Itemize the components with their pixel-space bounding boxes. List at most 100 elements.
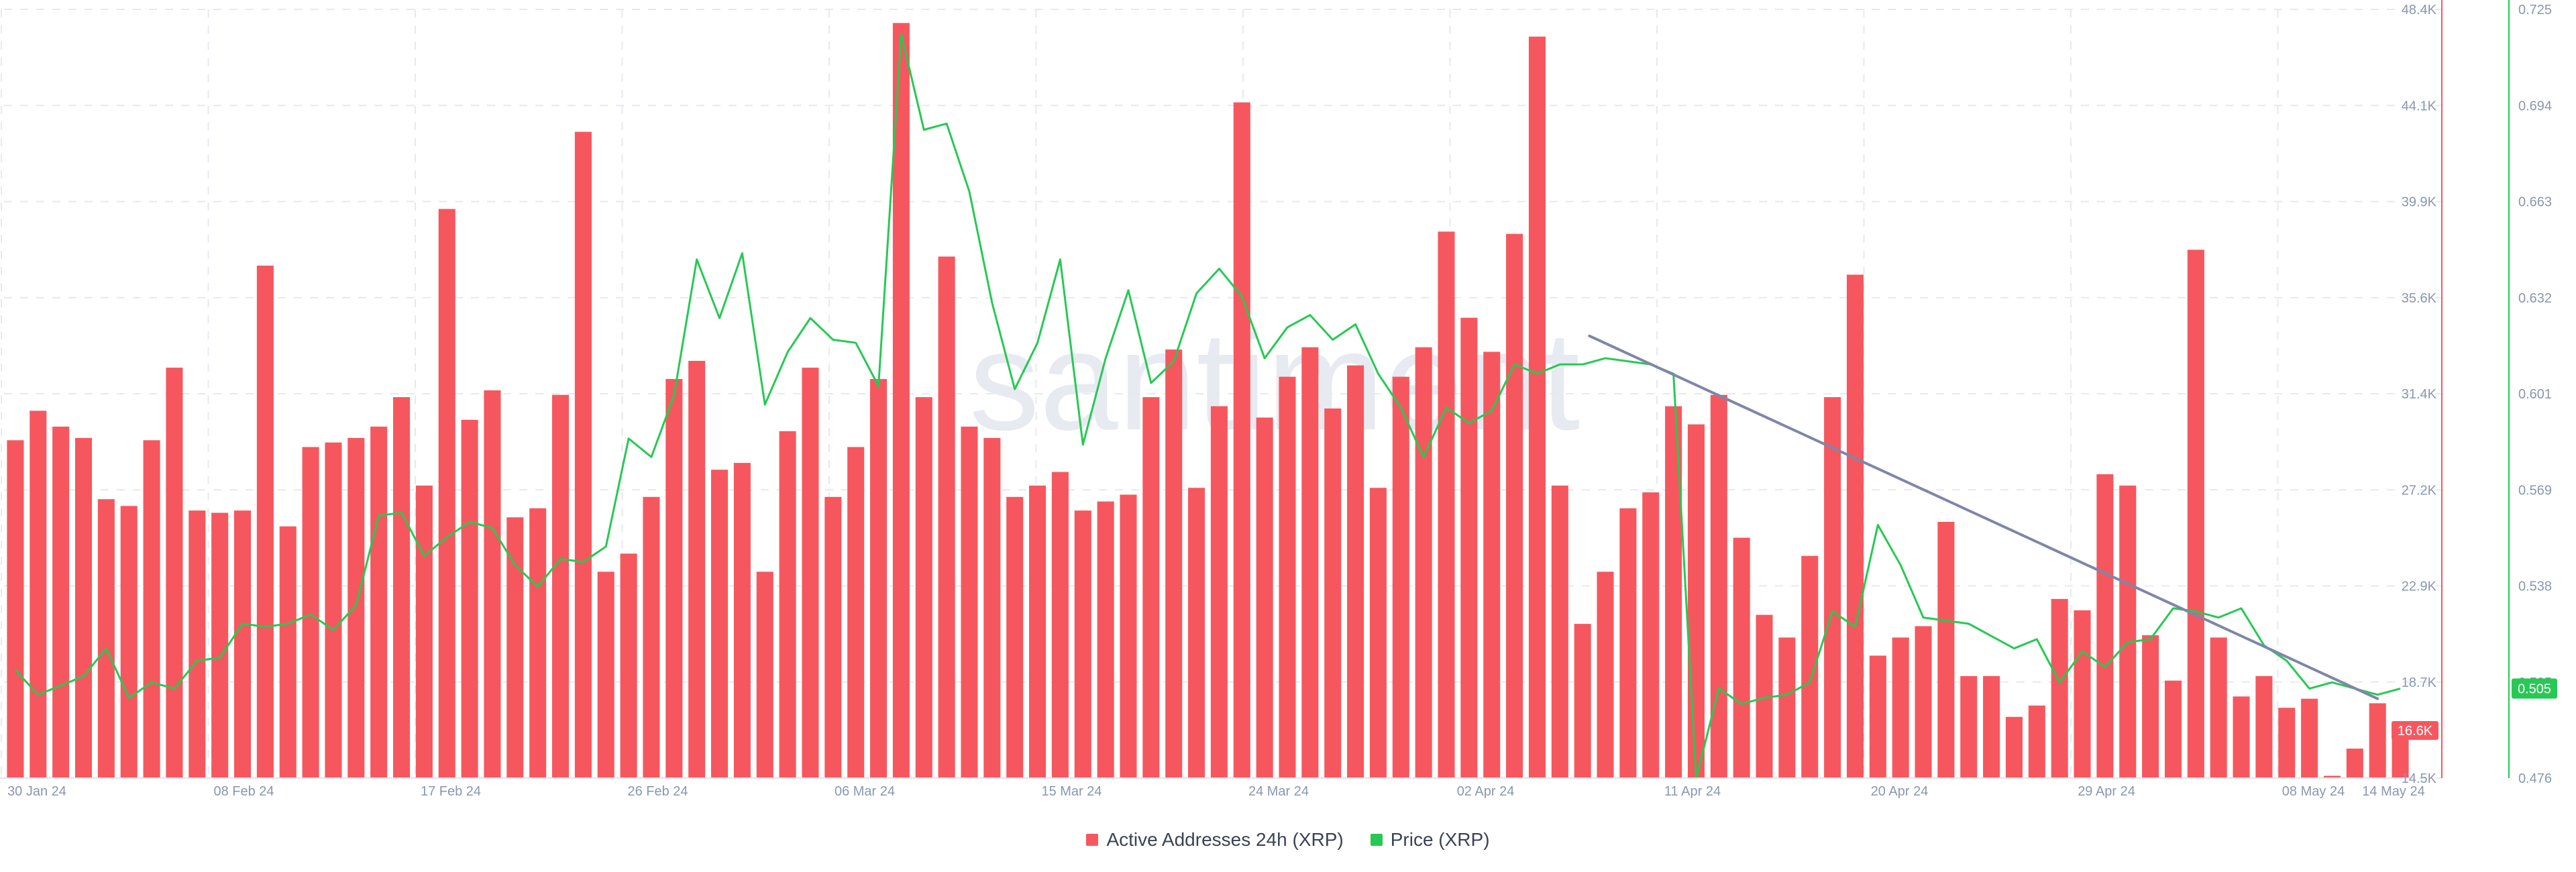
x-tick-label: 06 Mar 24	[835, 784, 895, 799]
bar-active-addresses	[189, 510, 206, 778]
bar-active-addresses	[1869, 655, 1886, 778]
bar-active-addresses	[2119, 485, 2137, 778]
bar-active-addresses	[1983, 675, 2000, 778]
bar-active-addresses	[2005, 716, 2023, 778]
bar-active-addresses	[415, 485, 433, 778]
bar-active-addresses	[620, 553, 637, 778]
bar-active-addresses	[1142, 397, 1160, 778]
bar-active-addresses	[1279, 376, 1296, 778]
bar-active-addresses	[2210, 637, 2227, 778]
bar-active-addresses	[711, 470, 729, 778]
price-line	[14, 33, 2401, 779]
bar-active-addresses	[824, 496, 842, 778]
bar-active-addresses	[574, 131, 592, 779]
bar-active-addresses	[1846, 274, 1864, 778]
bar-active-addresses	[506, 517, 524, 778]
bar-active-addresses	[2074, 610, 2091, 778]
bar-active-addresses	[1483, 351, 1501, 778]
bar-active-addresses	[1051, 472, 1069, 778]
bar-active-addresses	[325, 442, 342, 778]
right-y-tick-label: 0.725	[2518, 3, 2552, 17]
x-tick-label: 08 May 24	[2282, 784, 2345, 799]
bar-active-addresses	[143, 440, 160, 778]
chart-legend: Active Addresses 24h (XRP) Price (XRP)	[0, 825, 2576, 855]
bar-active-addresses	[347, 437, 365, 778]
bar-active-addresses	[1006, 496, 1024, 778]
x-tick-label: 15 Mar 24	[1041, 784, 1102, 799]
bar-active-addresses	[370, 427, 388, 778]
bar-active-addresses	[1892, 637, 1909, 778]
bar-active-addresses	[2301, 698, 2318, 778]
x-tick-label: 30 Jan 24	[7, 784, 66, 799]
x-tick-label: 02 Apr 24	[1457, 784, 1515, 799]
bar-active-addresses	[1097, 501, 1114, 778]
legend-item-active-addresses[interactable]: Active Addresses 24h (XRP)	[1086, 829, 1344, 851]
bar-active-addresses	[1188, 488, 1205, 778]
bar-active-addresses	[1347, 365, 1364, 778]
x-tick-label: 14 May 24	[2362, 784, 2424, 799]
left-y-tick-label: 22.9K	[2402, 580, 2437, 594]
x-tick-label: 26 Feb 24	[627, 784, 688, 799]
bar-active-addresses	[756, 571, 773, 778]
x-tick-label: 29 Apr 24	[2078, 784, 2135, 799]
bar-active-addresses	[30, 411, 47, 778]
current-value-badges: 16.6K 0.505	[2392, 678, 2557, 741]
price-value-badge	[2512, 678, 2557, 699]
bar-active-addresses	[892, 23, 910, 778]
bar-active-addresses	[1438, 231, 1455, 778]
bar-active-addresses	[1233, 102, 1250, 779]
active-addresses-value-badge-text: 16.6K	[2398, 724, 2433, 739]
bar-active-addresses	[529, 508, 547, 778]
bar-active-addresses	[802, 368, 819, 778]
left-y-tick-label: 14.5K	[2402, 771, 2437, 786]
bar-active-addresses	[1506, 233, 1523, 778]
bar-active-addresses	[1574, 624, 1591, 778]
bar-active-addresses	[1392, 376, 1409, 778]
bar-active-addresses	[233, 510, 252, 778]
left-y-tick-label: 31.4K	[2402, 387, 2437, 402]
right-y-tick-label: 0.601	[2518, 387, 2552, 402]
bar-active-addresses	[938, 256, 955, 779]
bar-active-addresses	[74, 437, 93, 778]
left-y-tick-label: 27.2K	[2402, 483, 2437, 498]
bar-active-addresses	[7, 440, 24, 778]
bar-active-addresses	[961, 427, 978, 778]
x-axis-ticks: 30 Jan 24 08 Feb 24 17 Feb 24 26 Feb 24 06 M…	[7, 784, 2425, 799]
bar-active-addresses	[256, 266, 274, 778]
bar-active-addresses	[1415, 347, 1432, 778]
bar-active-addresses	[1528, 36, 1546, 779]
bar-active-addresses	[2164, 680, 2182, 778]
legend-item-price[interactable]: Price (XRP)	[1370, 829, 1490, 851]
bar-active-addresses	[1301, 347, 1319, 778]
legend-label-price: Price (XRP)	[1390, 829, 1490, 850]
right-y-tick-label: 0.632	[2518, 291, 2552, 306]
bar-active-addresses	[2051, 598, 2068, 778]
bar-active-addresses	[97, 499, 115, 778]
bar-active-addresses	[166, 368, 183, 778]
bar-active-addresses	[1460, 317, 1478, 778]
bar-active-addresses	[1597, 571, 1614, 778]
bar-active-addresses	[2096, 474, 2114, 778]
bar-active-addresses	[1074, 510, 1091, 778]
bar-active-addresses	[211, 512, 229, 778]
left-y-tick-label: 39.9K	[2402, 195, 2437, 210]
bar-active-addresses	[279, 526, 297, 778]
bar-active-addresses	[393, 397, 411, 778]
bar-active-addresses	[688, 360, 706, 778]
right-y-tick-label: 0.538	[2518, 580, 2552, 594]
x-tick-label: 08 Feb 24	[213, 784, 274, 799]
bar-active-addresses	[983, 437, 1001, 778]
bar-active-addresses	[1824, 397, 1841, 778]
legend-label-active-addresses: Active Addresses 24h (XRP)	[1106, 829, 1344, 850]
right-y-tick-label: 0.476	[2518, 771, 2552, 786]
bar-active-addresses	[1642, 492, 1660, 778]
price-line-group	[14, 33, 2401, 779]
bar-active-addresses	[302, 447, 319, 778]
bar-active-addresses	[461, 419, 478, 778]
bar-active-addresses	[2346, 749, 2363, 778]
bar-active-addresses	[1029, 485, 1046, 778]
price-value-badge-text: 0.505	[2518, 682, 2551, 697]
bar-active-addresses	[779, 431, 796, 778]
bar-active-addresses	[1369, 488, 1387, 778]
bar-active-addresses	[1687, 424, 1705, 778]
